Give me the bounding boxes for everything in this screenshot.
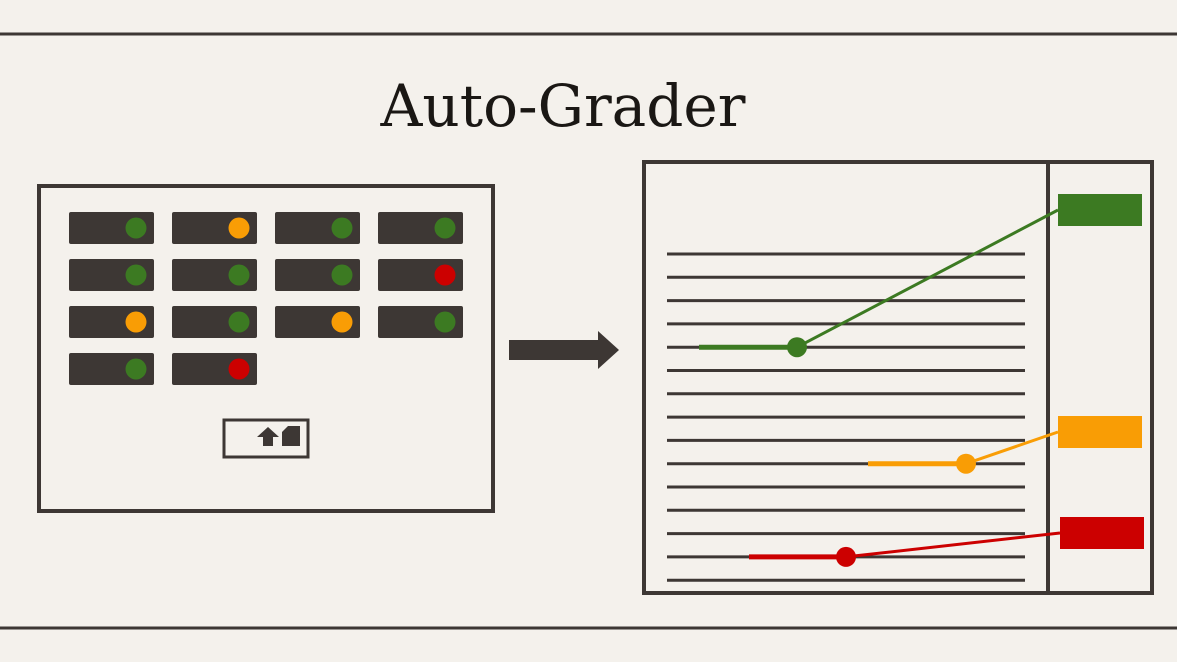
status-dot-fail [434, 264, 456, 286]
feedback-labels [1058, 194, 1144, 549]
submission-tile [69, 353, 154, 385]
grade-markers [699, 208, 1061, 567]
submission-tile [378, 259, 463, 291]
status-dot-fail [228, 358, 250, 380]
marker-dot [836, 546, 856, 567]
submission-tile [69, 259, 154, 291]
grade-marker-fail [749, 531, 1061, 567]
grade-marker-partial [868, 430, 1059, 474]
status-dot-pass [125, 358, 147, 380]
status-dot-partial [125, 311, 147, 333]
upload-button-frame [222, 418, 310, 459]
status-dot-partial [228, 217, 250, 239]
status-dot-pass [331, 264, 353, 286]
status-dot-pass [331, 217, 353, 239]
status-dot-pass [125, 217, 147, 239]
feedback-box-partial [1058, 416, 1142, 448]
submission-tile [172, 212, 257, 244]
submission-tile [275, 212, 360, 244]
upload-icon [257, 426, 300, 446]
submission-tile [378, 212, 463, 244]
diagram-title: Auto-Grader [380, 72, 746, 140]
code-lines [667, 252, 1025, 582]
submission-tile [378, 306, 463, 338]
marker-connector [845, 531, 1061, 559]
submissions-panel [37, 184, 495, 513]
status-dot-pass [434, 217, 456, 239]
marker-connector [796, 208, 1059, 349]
submission-tile [69, 212, 154, 244]
grade-marker-pass [699, 208, 1059, 358]
marker-connector [965, 430, 1059, 466]
submission-tile [172, 259, 257, 291]
status-dot-pass [228, 264, 250, 286]
status-dot-pass [125, 264, 147, 286]
submission-tile [172, 306, 257, 338]
submission-tile [172, 353, 257, 385]
marker-dot [956, 453, 976, 474]
status-dot-partial [331, 311, 353, 333]
report-frame [642, 160, 1154, 595]
feedback-box-pass [1058, 194, 1142, 226]
status-dot-pass [228, 311, 250, 333]
feedback-box-fail [1060, 517, 1144, 549]
submission-tile [69, 306, 154, 338]
submission-tiles [69, 212, 463, 385]
submission-tile [275, 306, 360, 338]
submission-tile [275, 259, 360, 291]
report-panel [642, 160, 1154, 595]
status-dot-pass [434, 311, 456, 333]
upload-button [222, 418, 310, 459]
submissions-frame [37, 184, 495, 513]
marker-dot [787, 337, 807, 358]
right-arrow-icon [509, 331, 619, 369]
